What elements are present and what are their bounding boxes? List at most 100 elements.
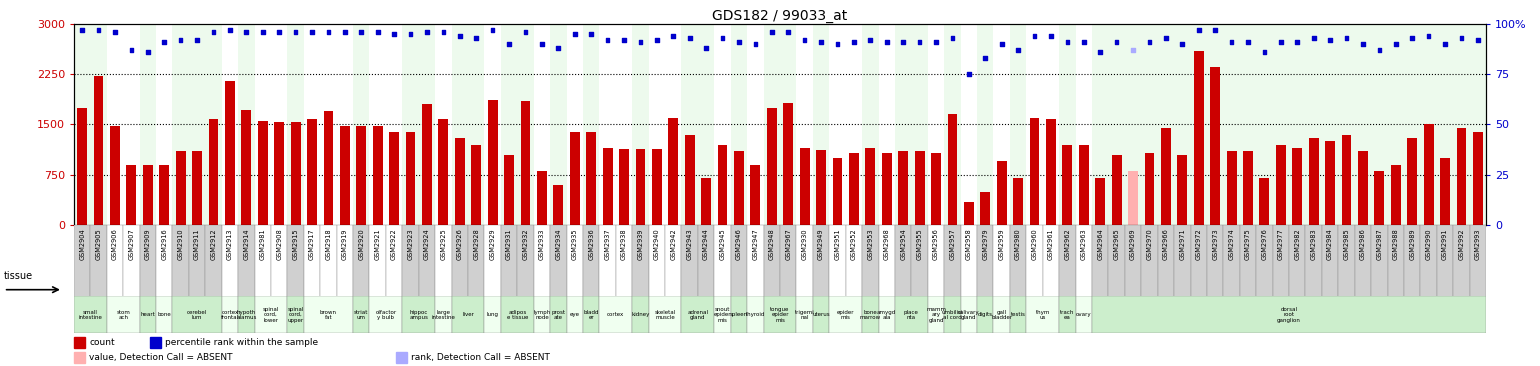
Bar <box>1326 141 1335 225</box>
Text: GSM2928: GSM2928 <box>473 228 479 260</box>
Bar <box>485 24 501 225</box>
Bar <box>1437 225 1454 324</box>
Bar <box>895 225 912 324</box>
Bar <box>402 296 436 333</box>
Bar <box>813 24 829 225</box>
Bar <box>1457 128 1466 225</box>
Bar <box>1341 134 1352 225</box>
Bar <box>222 24 239 225</box>
Bar <box>550 225 567 324</box>
Bar <box>682 296 715 333</box>
Bar <box>239 296 254 333</box>
Bar <box>715 24 732 225</box>
Bar <box>239 225 254 324</box>
Bar <box>1075 24 1092 225</box>
Bar <box>1420 225 1437 324</box>
Bar <box>996 161 1007 225</box>
Text: GSM2910: GSM2910 <box>177 228 183 260</box>
Bar <box>1026 296 1060 333</box>
Bar <box>633 24 648 225</box>
Bar <box>353 24 370 225</box>
Text: GSM2976: GSM2976 <box>1261 228 1267 260</box>
Bar <box>471 145 480 225</box>
Point <box>678 35 702 41</box>
Bar <box>140 225 156 324</box>
Bar <box>665 225 682 324</box>
Point <box>1252 49 1277 55</box>
Bar <box>715 225 732 324</box>
Text: adrenal
gland: adrenal gland <box>687 310 708 320</box>
Bar <box>500 24 534 225</box>
Bar <box>189 225 205 324</box>
Bar <box>353 296 370 333</box>
Point <box>431 29 456 35</box>
Text: hippoc
ampus: hippoc ampus <box>410 310 428 320</box>
Bar <box>1109 225 1124 324</box>
Bar <box>862 296 878 333</box>
Bar <box>961 296 976 333</box>
Bar <box>1060 24 1075 225</box>
Bar <box>337 225 353 324</box>
Bar <box>567 225 584 324</box>
Point <box>579 31 604 37</box>
Bar <box>784 103 793 225</box>
Point <box>283 29 308 35</box>
Bar <box>619 149 628 225</box>
Bar <box>981 191 990 225</box>
Point <box>858 37 882 43</box>
Bar <box>106 24 140 225</box>
Bar <box>356 126 367 225</box>
Text: GSM2970: GSM2970 <box>1146 228 1152 260</box>
Bar <box>648 225 665 324</box>
Bar <box>912 225 927 324</box>
Bar <box>239 24 254 225</box>
Bar <box>1194 51 1204 225</box>
Bar <box>976 225 993 324</box>
Bar <box>370 24 402 225</box>
Bar <box>961 225 976 324</box>
Text: epider
mis: epider mis <box>836 310 855 320</box>
Text: bladd
er: bladd er <box>584 310 599 320</box>
Bar <box>633 225 648 324</box>
Point <box>1301 35 1326 41</box>
Point <box>414 29 439 35</box>
Bar <box>862 225 878 324</box>
Text: GSM2915: GSM2915 <box>293 228 299 260</box>
Text: lung: lung <box>487 312 499 317</box>
Text: bone: bone <box>157 312 171 317</box>
Bar <box>1223 225 1240 324</box>
Bar <box>143 165 152 225</box>
Point <box>333 29 357 35</box>
Bar <box>454 138 465 225</box>
Bar <box>1388 225 1404 324</box>
Text: GSM2925: GSM2925 <box>440 228 447 260</box>
Bar <box>320 225 337 324</box>
Bar <box>1292 148 1303 225</box>
Bar <box>387 225 402 324</box>
Bar <box>685 134 695 225</box>
Text: trigemi
nal: trigemi nal <box>795 310 815 320</box>
Bar <box>1371 225 1388 324</box>
Text: spinal
cord,
lower: spinal cord, lower <box>263 307 279 323</box>
Text: GSM2907: GSM2907 <box>128 228 134 260</box>
Bar <box>993 296 1010 333</box>
Text: GSM2971: GSM2971 <box>1180 228 1186 260</box>
Bar <box>1227 151 1237 225</box>
Bar <box>106 296 140 333</box>
Point <box>1417 33 1441 39</box>
Point <box>1087 49 1112 55</box>
Bar <box>1408 138 1417 225</box>
Point <box>956 71 981 77</box>
Bar <box>553 185 564 225</box>
Bar <box>715 296 732 333</box>
Text: GSM2945: GSM2945 <box>719 228 725 260</box>
Bar <box>192 151 202 225</box>
Bar <box>1240 225 1257 324</box>
Point <box>202 29 226 35</box>
Point <box>1055 39 1080 45</box>
Bar <box>274 122 283 225</box>
Text: GSM2964: GSM2964 <box>1096 228 1103 260</box>
Bar <box>521 101 530 225</box>
Point <box>136 49 160 55</box>
Text: GSM2992: GSM2992 <box>1458 228 1465 260</box>
